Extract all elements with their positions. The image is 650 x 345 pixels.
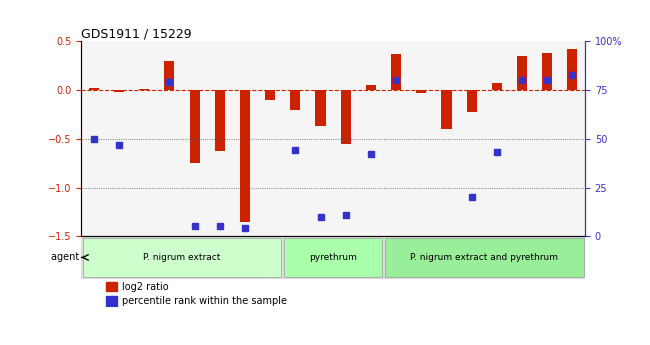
FancyBboxPatch shape bbox=[83, 238, 281, 277]
FancyBboxPatch shape bbox=[284, 238, 382, 277]
Bar bbox=[315, 90, 326, 126]
Text: GDS1911 / 15229: GDS1911 / 15229 bbox=[81, 27, 192, 40]
Bar bbox=[567, 49, 577, 90]
Bar bbox=[240, 90, 250, 221]
Bar bbox=[467, 90, 476, 111]
Bar bbox=[492, 83, 502, 90]
Bar bbox=[366, 85, 376, 90]
Bar bbox=[291, 90, 300, 110]
Bar bbox=[89, 88, 99, 90]
Bar bbox=[265, 90, 275, 100]
Bar bbox=[139, 89, 150, 90]
Bar bbox=[542, 53, 552, 90]
Bar bbox=[391, 54, 401, 90]
Bar bbox=[416, 90, 426, 93]
Bar bbox=[190, 90, 200, 163]
Text: agent: agent bbox=[51, 253, 83, 263]
Bar bbox=[107, 296, 116, 306]
Bar bbox=[517, 56, 527, 90]
Bar bbox=[441, 90, 452, 129]
Bar bbox=[341, 90, 351, 144]
Bar bbox=[164, 61, 174, 90]
Text: P. nigrum extract and pyrethrum: P. nigrum extract and pyrethrum bbox=[410, 253, 558, 262]
Bar bbox=[214, 90, 225, 151]
FancyBboxPatch shape bbox=[385, 238, 584, 277]
Text: log2 ratio: log2 ratio bbox=[122, 282, 168, 292]
Text: percentile rank within the sample: percentile rank within the sample bbox=[122, 296, 287, 306]
Bar bbox=[107, 282, 116, 292]
Text: P. nigrum extract: P. nigrum extract bbox=[143, 253, 221, 262]
Bar bbox=[114, 90, 124, 92]
Text: pyrethrum: pyrethrum bbox=[309, 253, 357, 262]
